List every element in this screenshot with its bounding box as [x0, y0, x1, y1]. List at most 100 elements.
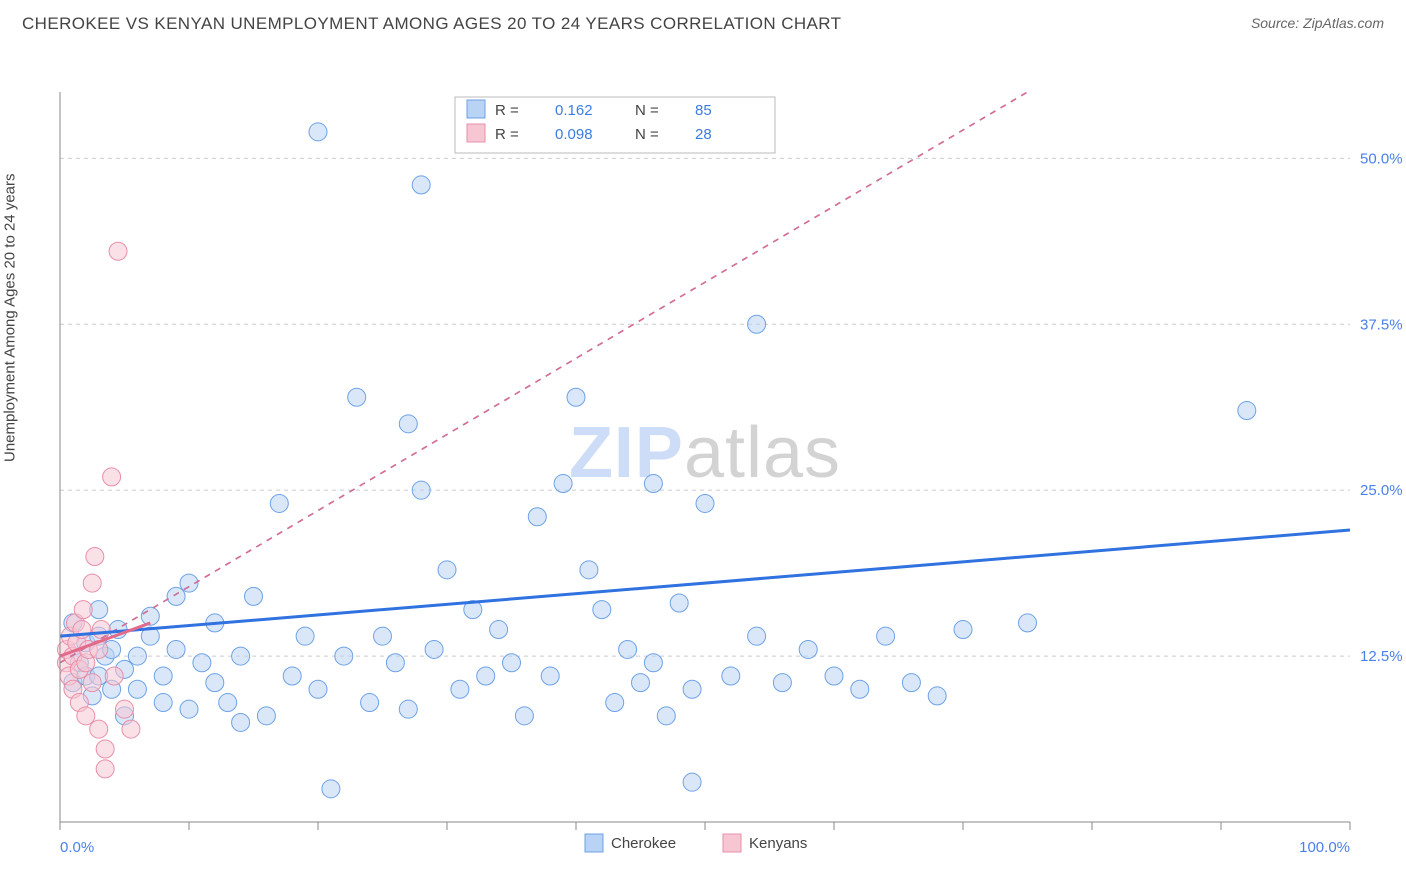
data-point	[593, 601, 611, 619]
trend-line-dashed	[60, 92, 1028, 663]
data-point	[335, 647, 353, 665]
legend-r-value: 0.162	[555, 102, 593, 119]
y-tick-label: 12.5%	[1360, 648, 1403, 665]
data-point	[683, 680, 701, 698]
data-point	[128, 647, 146, 665]
source-label: Source:	[1251, 15, 1303, 31]
data-point	[851, 680, 869, 698]
legend-swatch	[467, 124, 485, 142]
data-point	[528, 508, 546, 526]
data-point	[799, 640, 817, 658]
data-point	[748, 627, 766, 645]
chart-area: Unemployment Among Ages 20 to 24 years 1…	[0, 42, 1406, 882]
data-point	[128, 680, 146, 698]
series-swatch	[723, 834, 741, 852]
data-point	[116, 700, 134, 718]
y-tick-label: 50.0%	[1360, 150, 1403, 167]
data-point	[232, 713, 250, 731]
data-point	[283, 667, 301, 685]
y-tick-label: 37.5%	[1360, 316, 1403, 333]
data-point	[541, 667, 559, 685]
data-point	[309, 680, 327, 698]
data-point	[477, 667, 495, 685]
trend-line	[60, 530, 1350, 636]
data-point	[580, 561, 598, 579]
series-swatch	[585, 834, 603, 852]
data-point	[1019, 614, 1037, 632]
data-point	[877, 627, 895, 645]
legend-r-value: 0.098	[555, 126, 593, 143]
legend-n-value: 28	[695, 126, 712, 143]
data-point	[825, 667, 843, 685]
data-point	[567, 388, 585, 406]
data-point	[219, 694, 237, 712]
x-tick-label: 100.0%	[1299, 839, 1350, 856]
data-point	[902, 674, 920, 692]
data-point	[425, 640, 443, 658]
data-point	[348, 388, 366, 406]
data-point	[322, 780, 340, 798]
data-point	[83, 674, 101, 692]
data-point	[374, 627, 392, 645]
data-point	[96, 760, 114, 778]
data-point	[632, 674, 650, 692]
data-point	[361, 694, 379, 712]
data-point	[90, 720, 108, 738]
data-point	[86, 548, 104, 566]
legend-n-label: N =	[635, 102, 659, 119]
data-point	[399, 415, 417, 433]
data-point	[670, 594, 688, 612]
watermark: ZIPatlas	[569, 413, 841, 493]
legend-swatch	[467, 100, 485, 118]
data-point	[270, 494, 288, 512]
data-point	[399, 700, 417, 718]
data-point	[657, 707, 675, 725]
data-point	[309, 123, 327, 141]
data-point	[748, 315, 766, 333]
data-point	[451, 680, 469, 698]
data-point	[644, 654, 662, 672]
data-point	[105, 667, 123, 685]
data-point	[245, 587, 263, 605]
data-point	[515, 707, 533, 725]
data-point	[412, 481, 430, 499]
legend-n-label: N =	[635, 126, 659, 143]
legend-r-label: R =	[495, 126, 519, 143]
data-point	[103, 468, 121, 486]
data-point	[167, 640, 185, 658]
data-point	[92, 621, 110, 639]
legend-r-label: R =	[495, 102, 519, 119]
chart-source: Source: ZipAtlas.com	[1251, 15, 1384, 33]
data-point	[74, 601, 92, 619]
data-point	[257, 707, 275, 725]
data-point	[606, 694, 624, 712]
data-point	[122, 720, 140, 738]
data-point	[141, 607, 159, 625]
series-label: Cherokee	[611, 835, 676, 852]
scatter-chart: 12.5% 25.0% 37.5% 50.0% ZIPatlas 0.0% 100.0% R …	[0, 42, 1406, 882]
data-point	[386, 654, 404, 672]
data-point	[554, 475, 572, 493]
data-point	[109, 242, 127, 260]
chart-title: CHEROKEE VS KENYAN UNEMPLOYMENT AMONG AG…	[22, 14, 841, 34]
data-point	[503, 654, 521, 672]
data-point	[1238, 402, 1256, 420]
data-point	[167, 587, 185, 605]
data-point	[180, 700, 198, 718]
data-point	[644, 475, 662, 493]
data-point	[954, 621, 972, 639]
data-point	[619, 640, 637, 658]
data-point	[696, 494, 714, 512]
data-point	[490, 621, 508, 639]
data-point	[928, 687, 946, 705]
data-point	[206, 674, 224, 692]
x-tick-label: 0.0%	[60, 839, 94, 856]
data-point	[412, 176, 430, 194]
series-label: Kenyans	[749, 835, 807, 852]
data-point	[96, 740, 114, 758]
data-point	[683, 773, 701, 791]
data-point	[83, 574, 101, 592]
source-value: ZipAtlas.com	[1303, 15, 1384, 31]
y-tick-label: 25.0%	[1360, 482, 1403, 499]
data-point	[296, 627, 314, 645]
